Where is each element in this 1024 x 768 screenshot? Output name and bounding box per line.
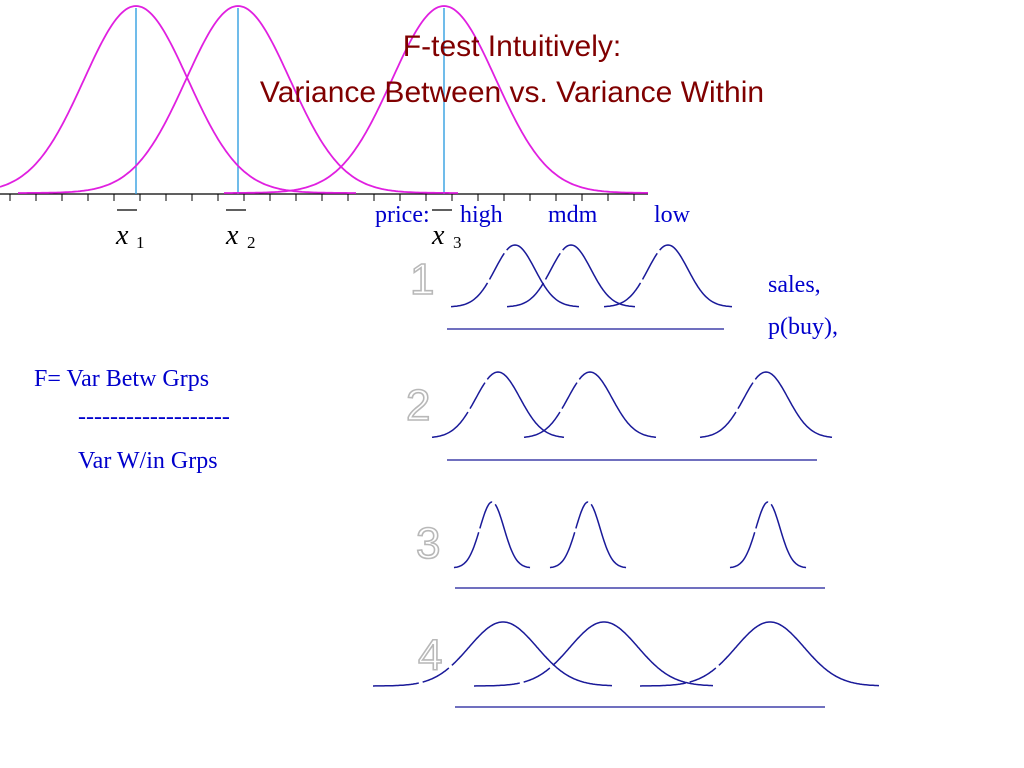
distribution-bell-3: [604, 244, 732, 308]
price-label: price:: [375, 202, 430, 228]
distribution-bell-1: [453, 501, 531, 569]
mean-subscript-1: 1: [136, 233, 145, 252]
distribution-bell-1: [431, 371, 565, 439]
axis-ticks: [9, 194, 635, 201]
distribution-curve-2: [18, 5, 458, 194]
group-distributions-plot: x 1 x 2 x 3: [0, 5, 648, 252]
price-level-low: low: [654, 202, 691, 228]
scenario-number-1: 1: [410, 255, 434, 304]
mean-symbol-1: x: [115, 220, 129, 251]
mean-symbol-3: x: [431, 220, 445, 251]
distribution-bell-2: [507, 244, 635, 308]
measure-pbuy: p(buy),: [768, 314, 838, 340]
distribution-bell-2: [549, 501, 627, 569]
scenario-2-curves: [431, 371, 833, 439]
distribution-bell-1: [373, 621, 633, 687]
scenario-number-2: 2: [406, 381, 430, 430]
measure-sales: sales,: [768, 272, 821, 298]
title-line-1: F-test Intuitively:: [403, 30, 621, 63]
title-line-2: Variance Between vs. Variance Within: [260, 76, 764, 109]
distribution-bell-3: [699, 371, 833, 439]
mean-subscript-3: 3: [453, 233, 462, 252]
mean-symbol-2: x: [225, 220, 239, 251]
distribution-bell-1: [451, 244, 579, 308]
scenario-3-curves: [453, 501, 807, 569]
scenario-4-curves: [373, 621, 900, 687]
distribution-bell-3: [640, 621, 900, 687]
mean-label-1: x 1: [115, 209, 145, 252]
distribution-curve-1: [0, 5, 356, 194]
distribution-bell-2: [474, 621, 734, 687]
mean-subscript-2: 2: [247, 233, 256, 252]
distribution-curve-3: [224, 5, 648, 194]
formula-numerator: F= Var Betw Grps: [34, 366, 209, 392]
scenario-number-4: 4: [418, 631, 442, 680]
formula-denominator: Var W/in Grps: [78, 448, 218, 474]
price-level-mdm: mdm: [548, 202, 598, 228]
mean-label-3: x 3: [431, 209, 462, 252]
price-level-high: high: [460, 202, 503, 228]
scenario-1-curves: [451, 244, 732, 308]
distribution-bell-3: [729, 501, 807, 569]
formula-divider: -------------------: [78, 404, 230, 430]
scenario-number-3: 3: [416, 519, 440, 568]
distribution-bell-2: [523, 371, 657, 439]
mean-label-2: x 2: [225, 209, 256, 252]
